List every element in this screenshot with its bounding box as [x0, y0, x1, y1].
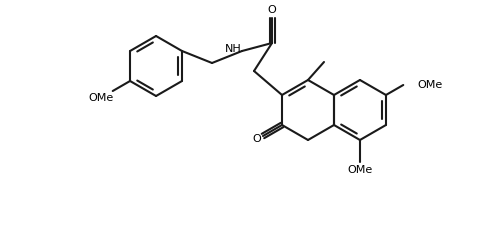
Text: OMe: OMe [347, 165, 372, 175]
Text: O: O [252, 135, 261, 144]
Text: O: O [267, 5, 276, 15]
Text: NH: NH [224, 44, 241, 54]
Text: OMe: OMe [416, 80, 441, 90]
Text: OMe: OMe [88, 93, 113, 103]
